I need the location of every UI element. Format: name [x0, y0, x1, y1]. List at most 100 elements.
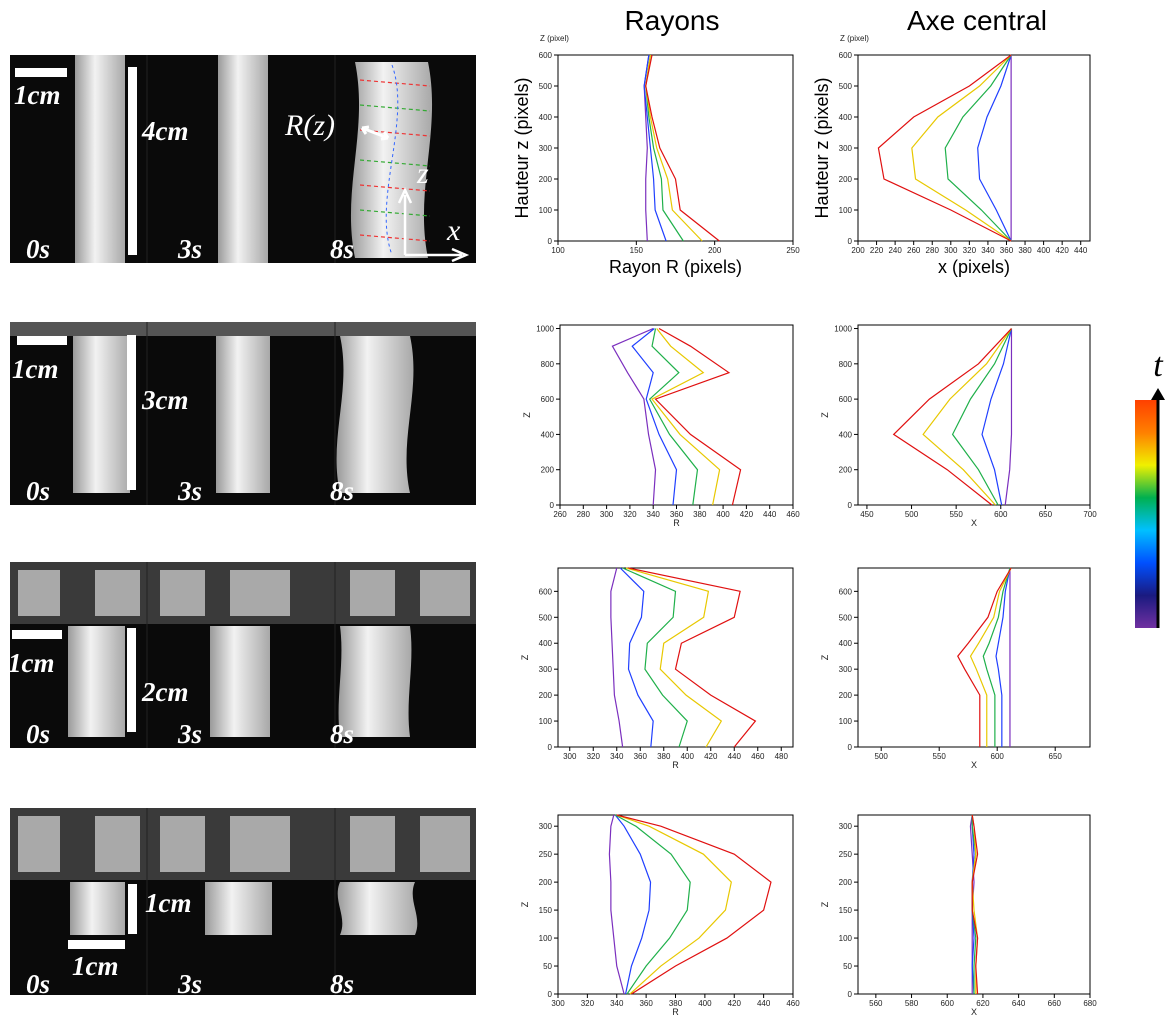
- y-tick-label: 200: [839, 691, 853, 700]
- scale-label: 1cm: [12, 354, 59, 384]
- x-tick-label: 200: [708, 246, 722, 255]
- y-tick-label: 100: [839, 206, 853, 215]
- time-label: 0s: [26, 476, 50, 506]
- y-axis-label: Hauteur z (pixels): [512, 77, 532, 218]
- y-tick-label: 0: [550, 501, 555, 510]
- x-axis-label: R: [672, 760, 679, 770]
- x-tick-label: 340: [610, 752, 624, 761]
- y-tick-label: 1000: [536, 325, 554, 334]
- x-tick-label: 340: [647, 510, 661, 519]
- y-axis-label: Z: [520, 654, 530, 660]
- x-axis-label: X: [971, 518, 977, 528]
- time-label: 8s: [330, 234, 354, 264]
- y-tick-label: 200: [541, 466, 555, 475]
- x-tick-label: 360: [634, 752, 648, 761]
- cylinder: [73, 336, 130, 493]
- height-label: 4cm: [141, 116, 189, 146]
- x-tick-label: 440: [728, 752, 742, 761]
- y-tick-label: 0: [848, 501, 853, 510]
- y-axis-label: Z: [522, 412, 532, 418]
- x-tick-label: 200: [851, 246, 865, 255]
- x-tick-label: 300: [563, 752, 577, 761]
- profile-curve: [625, 567, 723, 748]
- colorbar-arrow-head: [1151, 388, 1165, 400]
- profile-line: [359, 234, 431, 242]
- y-tick-label: 0: [548, 990, 553, 999]
- x-tick-label: 320: [587, 752, 601, 761]
- time-label: 0s: [26, 719, 50, 749]
- y-tick-label: 400: [839, 430, 853, 439]
- x-axis-label: R: [672, 1007, 679, 1017]
- y-tick-label: 100: [839, 934, 853, 943]
- time-label: 3s: [177, 234, 202, 264]
- profile-curve: [622, 567, 688, 748]
- y-tick-label: 600: [839, 395, 853, 404]
- x-tick-label: 500: [875, 752, 889, 761]
- x-tick-label: 400: [698, 999, 712, 1008]
- plot-frame: [559, 324, 794, 506]
- profile-curve: [619, 567, 654, 748]
- cylinder: [218, 55, 268, 263]
- x-tick-label: 600: [994, 510, 1008, 519]
- profile-curve: [651, 328, 721, 506]
- y-tick-label: 600: [541, 395, 555, 404]
- platen-light: [230, 816, 290, 872]
- height-label: 3cm: [141, 385, 189, 415]
- y-tick-label: 400: [839, 113, 853, 122]
- profile-curve: [654, 328, 742, 506]
- x-tick-label: 660: [1048, 999, 1062, 1008]
- time-label: 8s: [330, 476, 354, 506]
- height-bar: [128, 67, 137, 255]
- cylinder: [210, 626, 270, 737]
- y-tick-label: 100: [839, 717, 853, 726]
- x-tick-label: 400: [716, 510, 730, 519]
- cylinder: [338, 626, 412, 737]
- x-tick-label: 420: [728, 999, 742, 1008]
- height-bar: [127, 335, 136, 490]
- profile-curve: [877, 54, 1012, 242]
- x-tick-label: 440: [763, 510, 777, 519]
- y-tick-label: 1000: [834, 325, 852, 334]
- y-tick-label: 0: [848, 237, 853, 246]
- x-tick-label: 480: [775, 752, 789, 761]
- profile-curve: [982, 567, 1011, 747]
- time-label: 0s: [26, 234, 50, 264]
- x-tick-label: 460: [751, 752, 765, 761]
- platen-light: [95, 570, 140, 616]
- y-tick-label: 100: [539, 934, 553, 943]
- scale-label: 1cm: [14, 80, 61, 110]
- annotation: R(z): [284, 109, 335, 142]
- y-tick-label: 200: [539, 878, 553, 887]
- y-tick-label: 400: [539, 639, 553, 648]
- annotation: x: [446, 214, 461, 247]
- platen-light: [160, 816, 205, 872]
- x-tick-label: 380: [693, 510, 707, 519]
- profile-curve: [608, 814, 625, 995]
- profile-curve: [614, 814, 652, 995]
- annotation: z: [416, 157, 429, 190]
- y-tick-label: 50: [843, 962, 852, 971]
- y-tick-label: 800: [839, 360, 853, 369]
- axis-line: [385, 64, 399, 256]
- profile-curve: [631, 328, 678, 506]
- plot-frame: [857, 54, 1091, 242]
- column-header: Rayons: [625, 5, 720, 36]
- y-tick-label: 0: [848, 990, 853, 999]
- profile-line: [359, 79, 431, 87]
- platen-light: [18, 816, 60, 872]
- cylinder: [70, 882, 125, 935]
- profile-curve: [643, 54, 667, 242]
- y-tick-label: 400: [539, 113, 553, 122]
- plot-frame: [857, 324, 1091, 506]
- x-tick-label: 360: [639, 999, 653, 1008]
- y-tick-label: 0: [548, 743, 553, 752]
- cylinder: [216, 336, 270, 493]
- x-tick-label: 360: [1000, 246, 1014, 255]
- time-label: 3s: [177, 969, 202, 999]
- y-tick-label: 400: [839, 639, 853, 648]
- x-tick-label: 650: [1049, 752, 1063, 761]
- x-tick-label: 680: [1083, 999, 1097, 1008]
- profile-curve: [892, 328, 1012, 506]
- platen-light: [95, 816, 140, 872]
